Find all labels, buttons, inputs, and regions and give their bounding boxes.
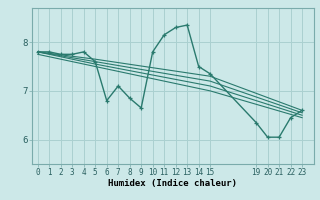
X-axis label: Humidex (Indice chaleur): Humidex (Indice chaleur) <box>108 179 237 188</box>
